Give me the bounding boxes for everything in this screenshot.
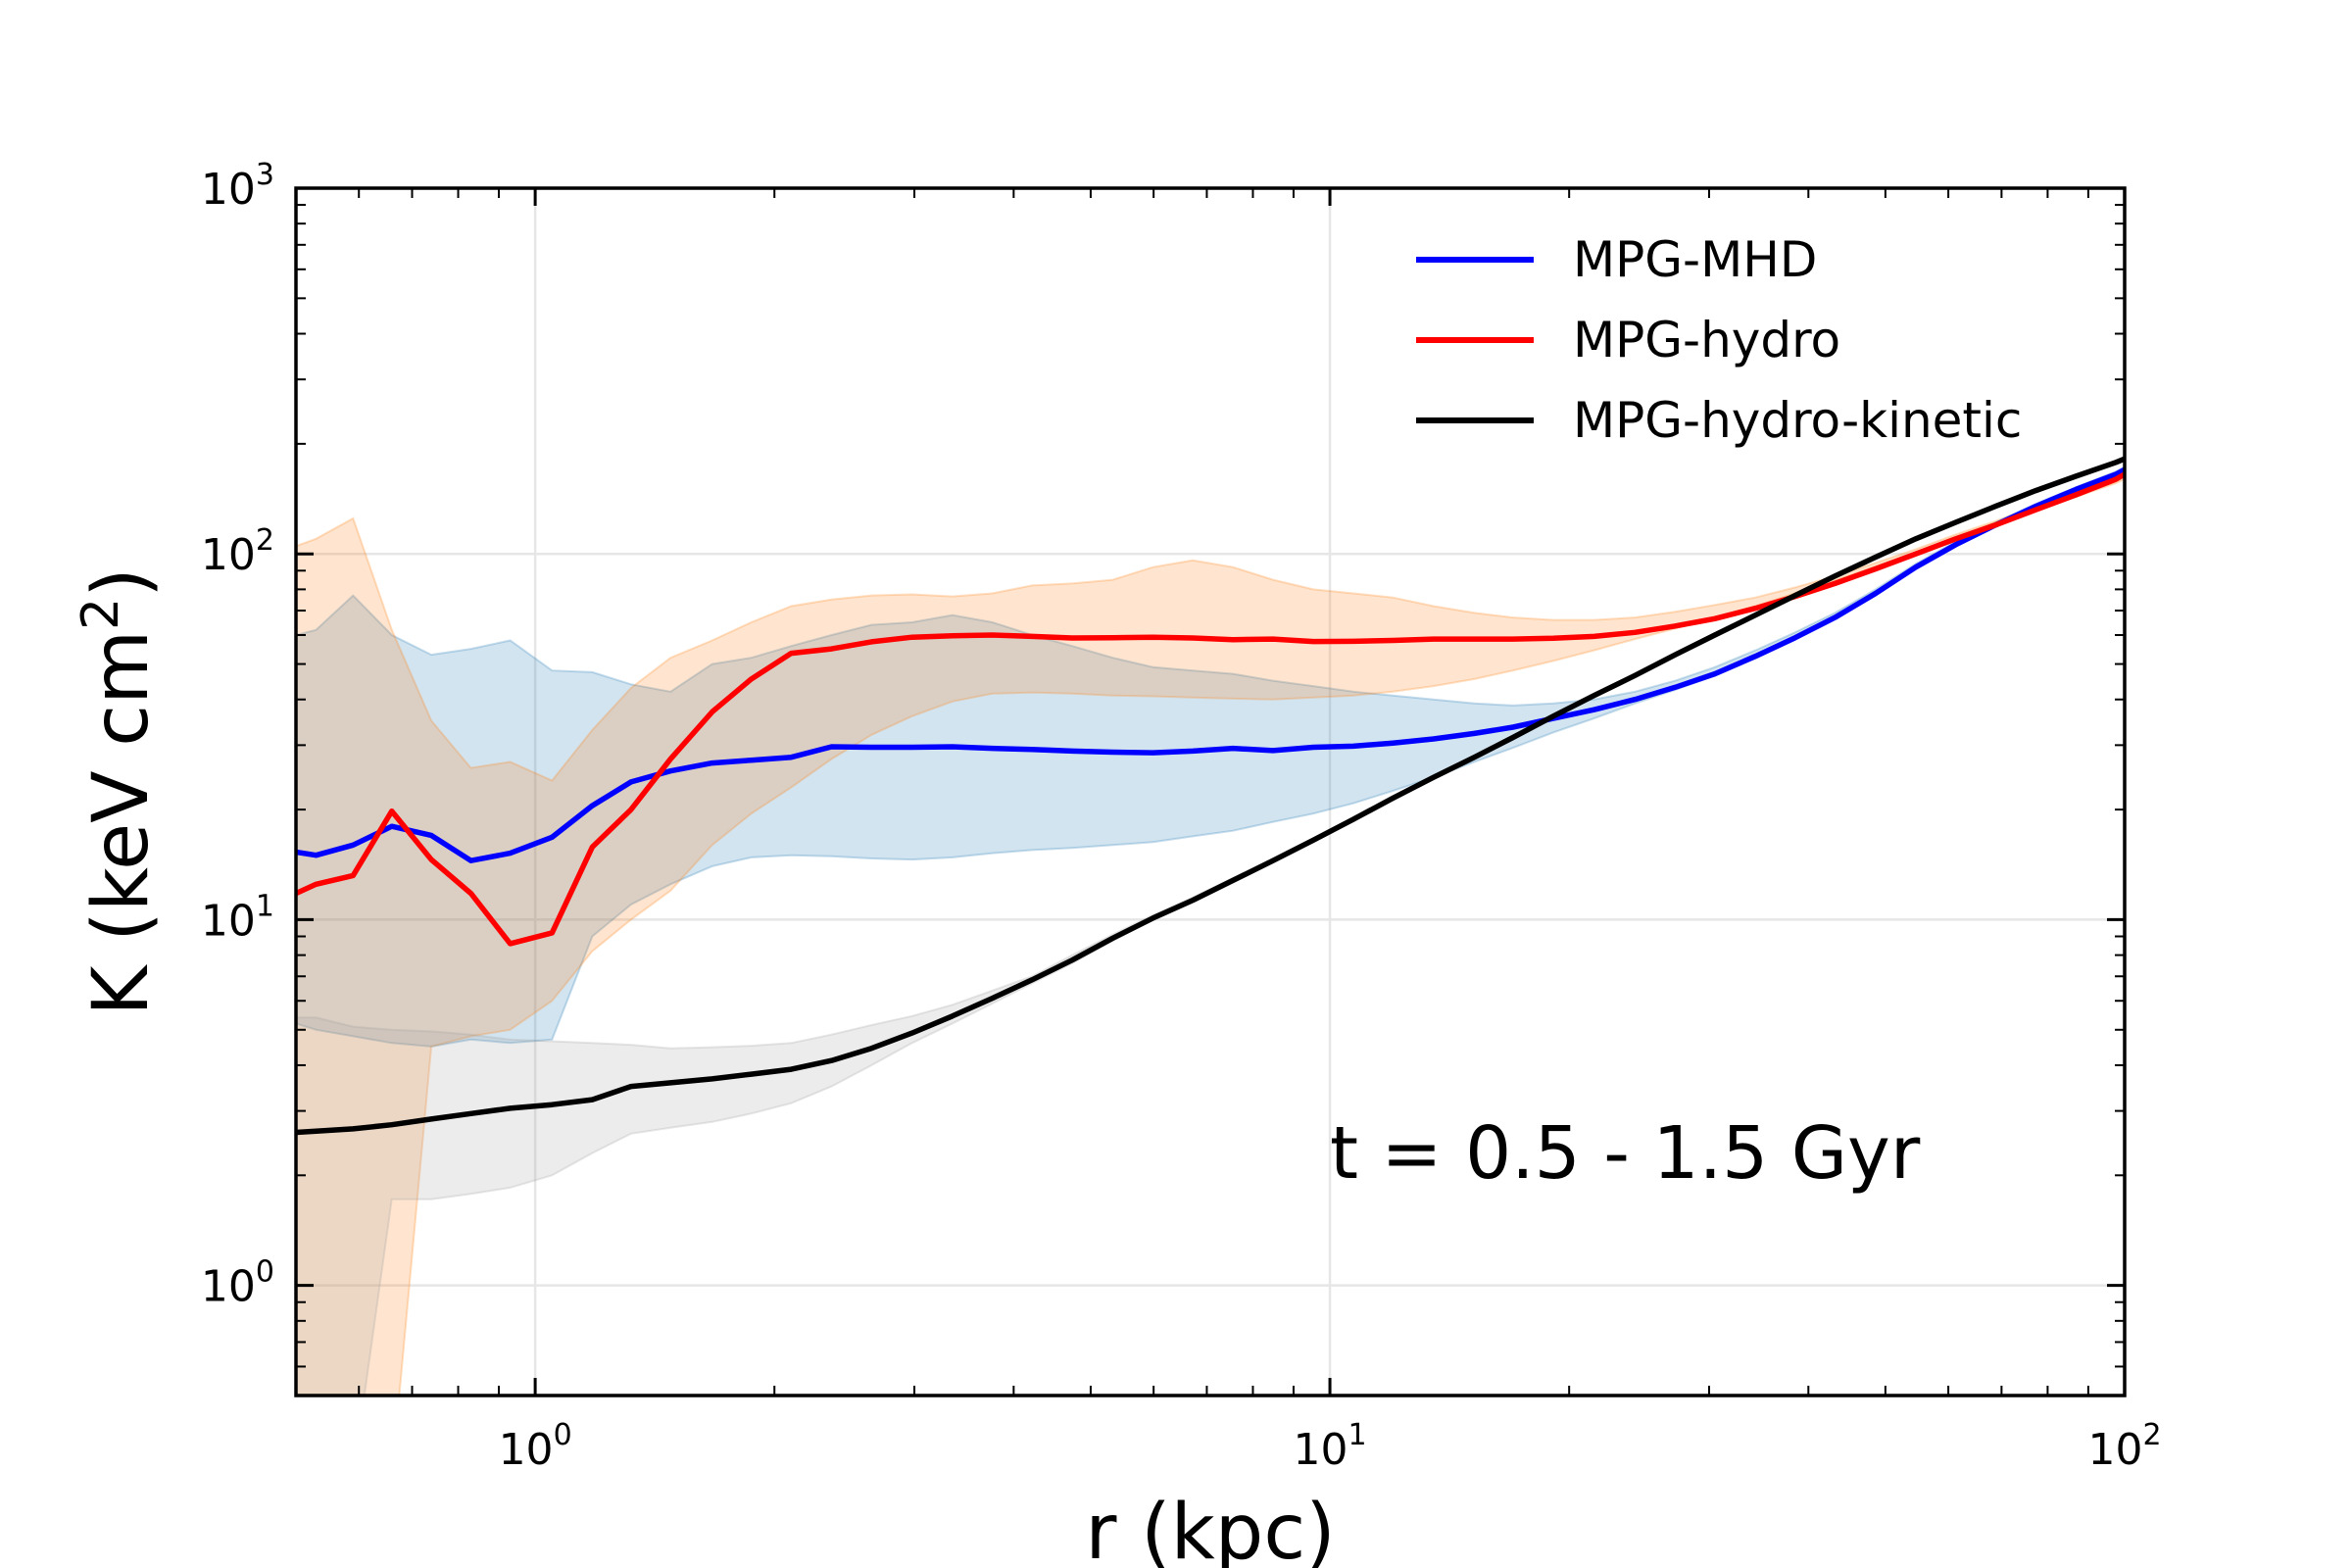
- x-tick-base: 10: [2087, 1425, 2142, 1475]
- y-tick-exponent: 3: [256, 158, 274, 192]
- line-mpg-hydro: [296, 471, 2125, 947]
- y-tick-base: 10: [201, 896, 256, 946]
- y-tick-base: 10: [201, 1262, 256, 1312]
- legend-label-mpg-hydro: MPG-hydro: [1573, 312, 1840, 368]
- y-tick-label: 101: [201, 889, 274, 946]
- x-tick-label: 101: [1294, 1418, 1367, 1475]
- x-tick-base: 10: [499, 1425, 554, 1475]
- x-tick-label: 100: [499, 1418, 572, 1475]
- band-mpg-hydro-kinetic: [296, 457, 2125, 1396]
- x-tick-exponent: 2: [2142, 1418, 2161, 1452]
- y-tick-label: 102: [201, 523, 274, 580]
- x-tick-label: 102: [2087, 1418, 2161, 1475]
- y-tick-label: 103: [201, 158, 274, 215]
- time-range-annotation: t = 0.5 - 1.5 Gyr: [1330, 1111, 1921, 1196]
- y-tick-exponent: 1: [256, 889, 274, 923]
- y-tick-base: 10: [201, 165, 256, 215]
- x-tick-exponent: 1: [1348, 1418, 1367, 1452]
- x-tick-base: 10: [1294, 1425, 1348, 1475]
- confidence-bands: [296, 457, 2125, 1396]
- y-tick-exponent: 2: [256, 523, 274, 558]
- y-axis-label: K (keV cm2): [72, 567, 166, 1015]
- plot-frame: [294, 186, 2127, 1397]
- legend: MPG-MHD MPG-hydro MPG-hydro-kinetic: [1416, 231, 2022, 449]
- y-axis-label-superscript: 2: [72, 598, 130, 630]
- y-tick-base: 10: [201, 530, 256, 580]
- x-tick-exponent: 0: [554, 1418, 572, 1452]
- y-tick-exponent: 0: [256, 1255, 274, 1290]
- band-mpg-hydro: [296, 469, 2125, 1396]
- line-mpg-hydro-kinetic: [296, 456, 2125, 1136]
- grid: [296, 188, 2125, 1396]
- band-mpg-mhd: [296, 466, 2125, 1048]
- legend-label-mpg-hydro-kinetic: MPG-hydro-kinetic: [1573, 392, 2022, 449]
- y-tick-label: 100: [201, 1255, 274, 1312]
- line-mpg-mhd: [296, 466, 2125, 863]
- y-axis-label-tail: ): [77, 567, 166, 597]
- x-axis-label: r (kpc): [1085, 1489, 1335, 1568]
- series-lines: [296, 456, 2125, 1136]
- legend-label-mpg-mhd: MPG-MHD: [1573, 231, 1817, 288]
- y-axis-label-main: K (keV cm: [77, 630, 166, 1016]
